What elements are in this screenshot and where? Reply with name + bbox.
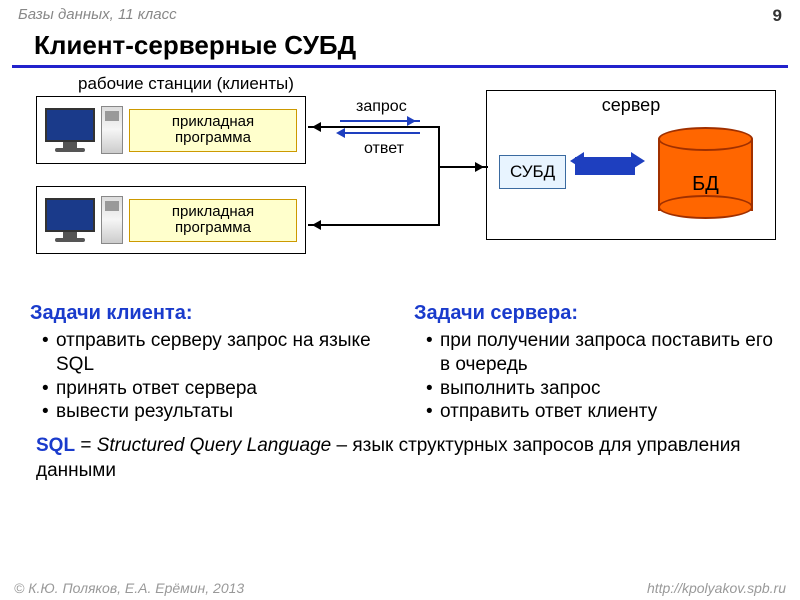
client-workstation-1: прикладная программа: [36, 96, 306, 164]
diagram: рабочие станции (клиенты) прикладная про…: [18, 76, 782, 286]
database-icon: БД: [658, 127, 753, 219]
sql-keyword: SQL: [36, 435, 75, 456]
pc-tower-icon: [101, 196, 123, 244]
client-task-item: отправить серверу запрос на языке SQL: [42, 329, 396, 377]
client-task-item: принять ответ сервера: [42, 377, 396, 401]
sql-eq: =: [75, 435, 97, 456]
sql-english: Structured Query Language: [97, 435, 332, 456]
client-task-item: вывести результаты: [42, 400, 396, 424]
sql-definition: SQL = Structured Query Language – язык с…: [36, 434, 780, 483]
request-label: запрос: [356, 98, 407, 116]
monitor-icon: [45, 198, 95, 242]
server-task-item: при получении запроса поставить его в оч…: [426, 329, 780, 377]
page-number: 9: [773, 6, 782, 26]
dbms-box: СУБД: [499, 155, 566, 189]
server-tasks: Задачи сервера: при получении запроса по…: [414, 302, 780, 424]
pc-tower-icon: [101, 106, 123, 154]
clients-caption: рабочие станции (клиенты): [78, 74, 294, 94]
copyright: © К.Ю. Поляков, Е.А. Ерёмин, 2013: [14, 580, 244, 596]
slide-title: Клиент-серверные СУБД: [12, 28, 788, 68]
footer-url: http://kpolyakov.spb.ru: [647, 580, 786, 596]
server-task-item: выполнить запрос: [426, 377, 780, 401]
conn-joint-v: [438, 126, 440, 226]
client-workstation-2: прикладная программа: [36, 186, 306, 254]
response-label: ответ: [364, 140, 404, 158]
server-task-item: отправить ответ клиенту: [426, 400, 780, 424]
monitor-icon: [45, 108, 95, 152]
server-tasks-heading: Задачи сервера: [414, 302, 571, 324]
request-arrow: [340, 120, 420, 122]
course-label: Базы данных, 11 класс: [18, 6, 177, 26]
client-tasks-heading: Задачи клиента: [30, 302, 186, 324]
server-box: сервер СУБД БД: [486, 90, 776, 240]
conn-arrow-c1: [308, 126, 438, 128]
server-caption: сервер: [487, 91, 775, 116]
conn-arrow-server: [438, 166, 488, 168]
client-tasks: Задачи клиента: отправить серверу запрос…: [30, 302, 396, 424]
app-program-box: прикладная программа: [129, 109, 297, 152]
tasks-section: Задачи клиента: отправить серверу запрос…: [30, 302, 780, 424]
db-label: БД: [658, 173, 753, 196]
conn-arrow-c2: [308, 224, 440, 226]
app-program-box: прикладная программа: [129, 199, 297, 242]
response-arrow: [340, 132, 420, 134]
